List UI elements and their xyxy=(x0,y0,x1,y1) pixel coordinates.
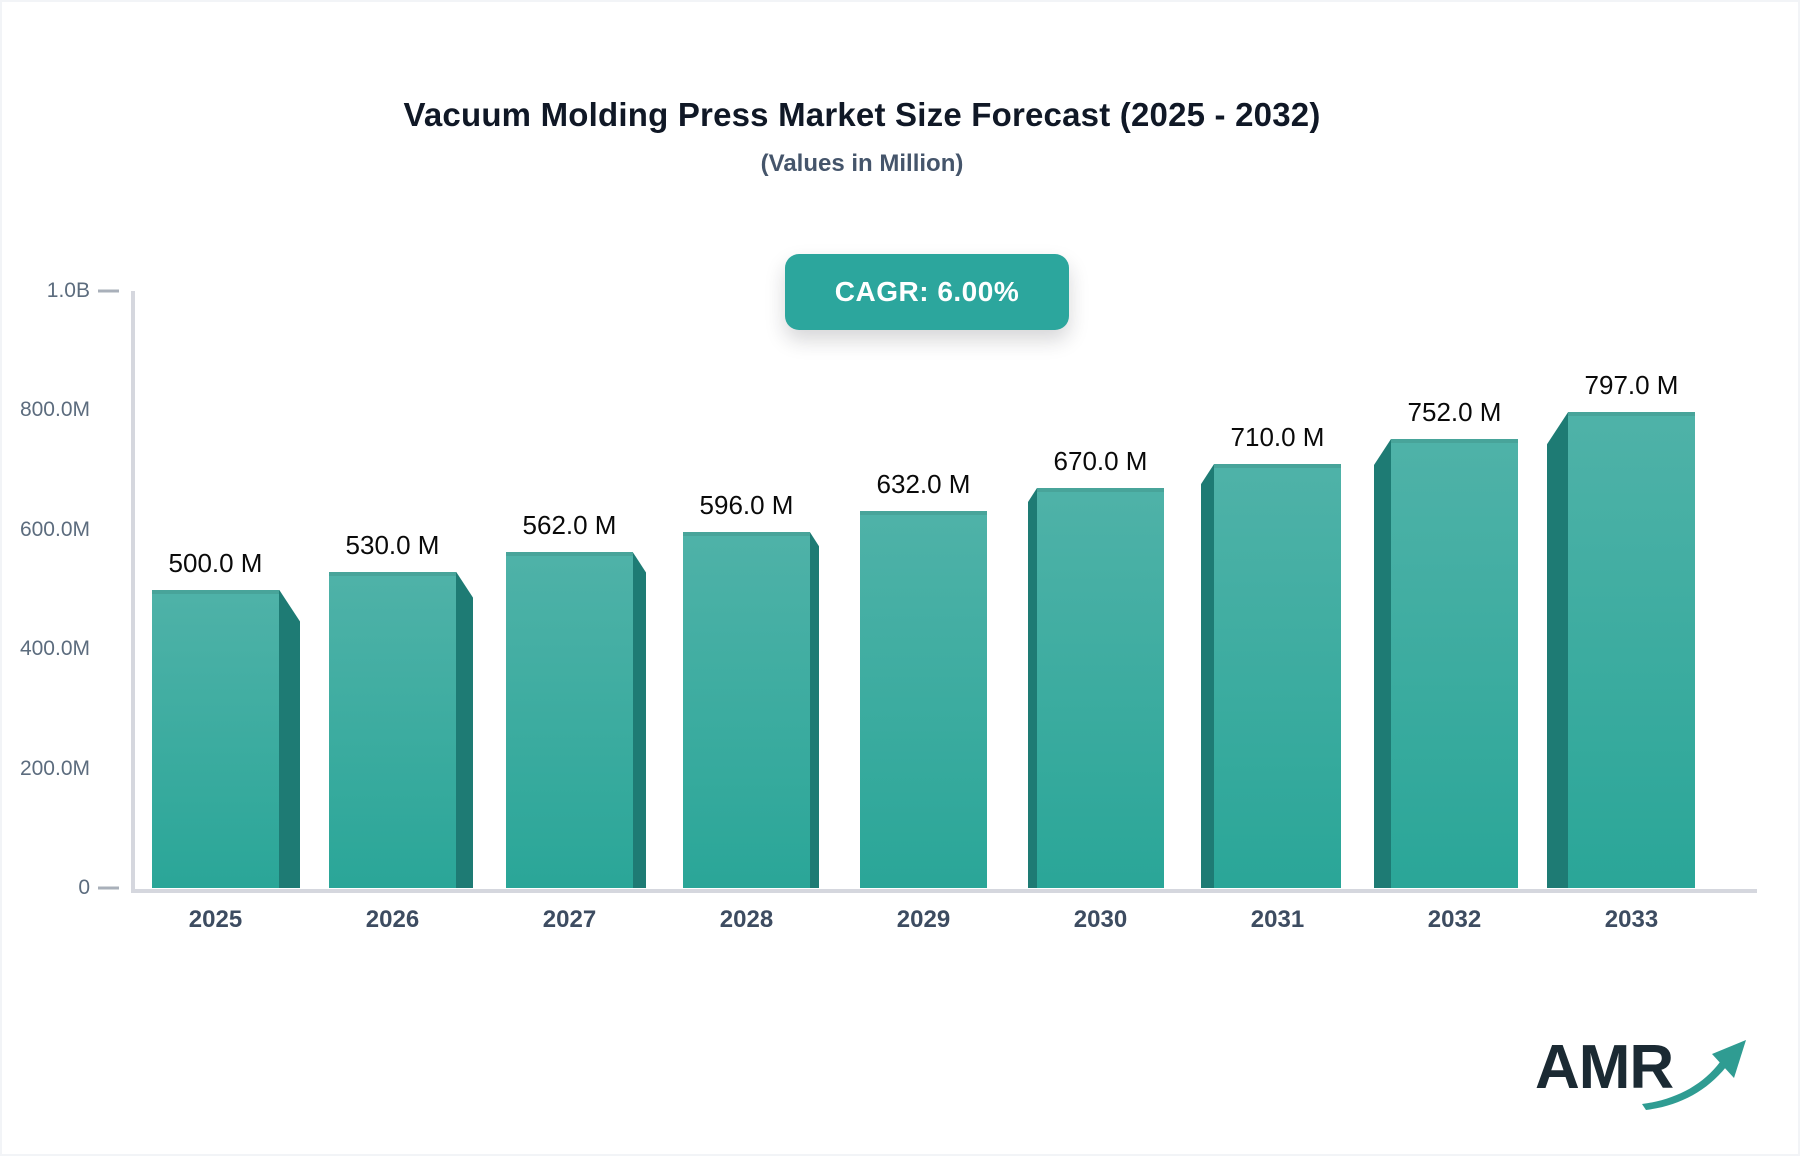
bar-side-face xyxy=(633,552,646,888)
bar-value-label: 530.0 M xyxy=(345,529,440,560)
x-tick-label: 2033 xyxy=(1604,906,1659,933)
bar xyxy=(1568,412,1695,888)
bar-value-label: 797.0 M xyxy=(1584,370,1679,401)
y-tick-label: 600.0M xyxy=(19,517,90,541)
growth-arrow-icon xyxy=(1642,1040,1746,1110)
x-tick-label: 2025 xyxy=(188,906,243,933)
x-tick-label: 2027 xyxy=(542,906,597,933)
logo-text: AMR xyxy=(1535,1033,1674,1102)
bar xyxy=(329,571,456,888)
bar-value-label: 562.0 M xyxy=(522,510,617,541)
y-tick-label: 0 xyxy=(78,876,90,899)
bar-side-face xyxy=(1028,488,1037,888)
bar-side-face xyxy=(1547,412,1568,888)
bar xyxy=(683,532,810,888)
x-tick-label: 2032 xyxy=(1427,906,1482,933)
y-tick-label: 1.0B xyxy=(46,279,90,302)
bar xyxy=(860,510,987,888)
amr-logo: AMR xyxy=(1535,1032,1765,1122)
bar-side-face xyxy=(456,571,473,888)
x-axis-baseline xyxy=(131,889,1757,893)
x-tick-label: 2028 xyxy=(719,906,774,933)
bar-value-label: 500.0 M xyxy=(168,547,263,578)
bar xyxy=(152,589,279,888)
bar-side-face xyxy=(1374,439,1391,888)
bar-value-label: 752.0 M xyxy=(1407,397,1502,428)
bar-value-label: 710.0 M xyxy=(1230,422,1325,453)
cagr-badge-label: CAGR: 6.00% xyxy=(834,276,1020,307)
bar-side-face xyxy=(1201,464,1214,888)
chart-subtitle: (Values in Million) xyxy=(760,150,964,177)
y-axis xyxy=(131,291,135,893)
y-tick-label: 200.0M xyxy=(19,756,90,780)
chart-subtitle-wrap: (Values in Million) xyxy=(2,150,1722,178)
bar-side-face xyxy=(279,589,300,888)
x-tick-label: 2031 xyxy=(1250,906,1305,933)
y-tick-dash xyxy=(98,886,119,890)
chart-title: Vacuum Molding Press Market Size Forecas… xyxy=(403,96,1321,133)
bar-side-face xyxy=(810,532,819,888)
bar xyxy=(506,552,633,888)
bar-value-label: 632.0 M xyxy=(876,468,971,499)
bar xyxy=(1037,488,1164,888)
x-tick-label: 2029 xyxy=(896,906,951,933)
bar-value-label: 596.0 M xyxy=(699,490,794,521)
x-tick-label: 2030 xyxy=(1073,906,1128,933)
y-tick-label: 800.0M xyxy=(19,398,90,422)
bar-value-label: 670.0 M xyxy=(1053,446,1148,476)
y-tick-dash xyxy=(98,289,119,293)
bar xyxy=(1214,464,1341,888)
x-tick-label: 2026 xyxy=(365,906,420,933)
bar xyxy=(1391,439,1518,888)
page-title-wrap: Vacuum Molding Press Market Size Forecas… xyxy=(2,96,1722,134)
cagr-badge: CAGR: 6.00% xyxy=(785,254,1069,330)
y-tick-label: 400.0M xyxy=(19,637,90,661)
